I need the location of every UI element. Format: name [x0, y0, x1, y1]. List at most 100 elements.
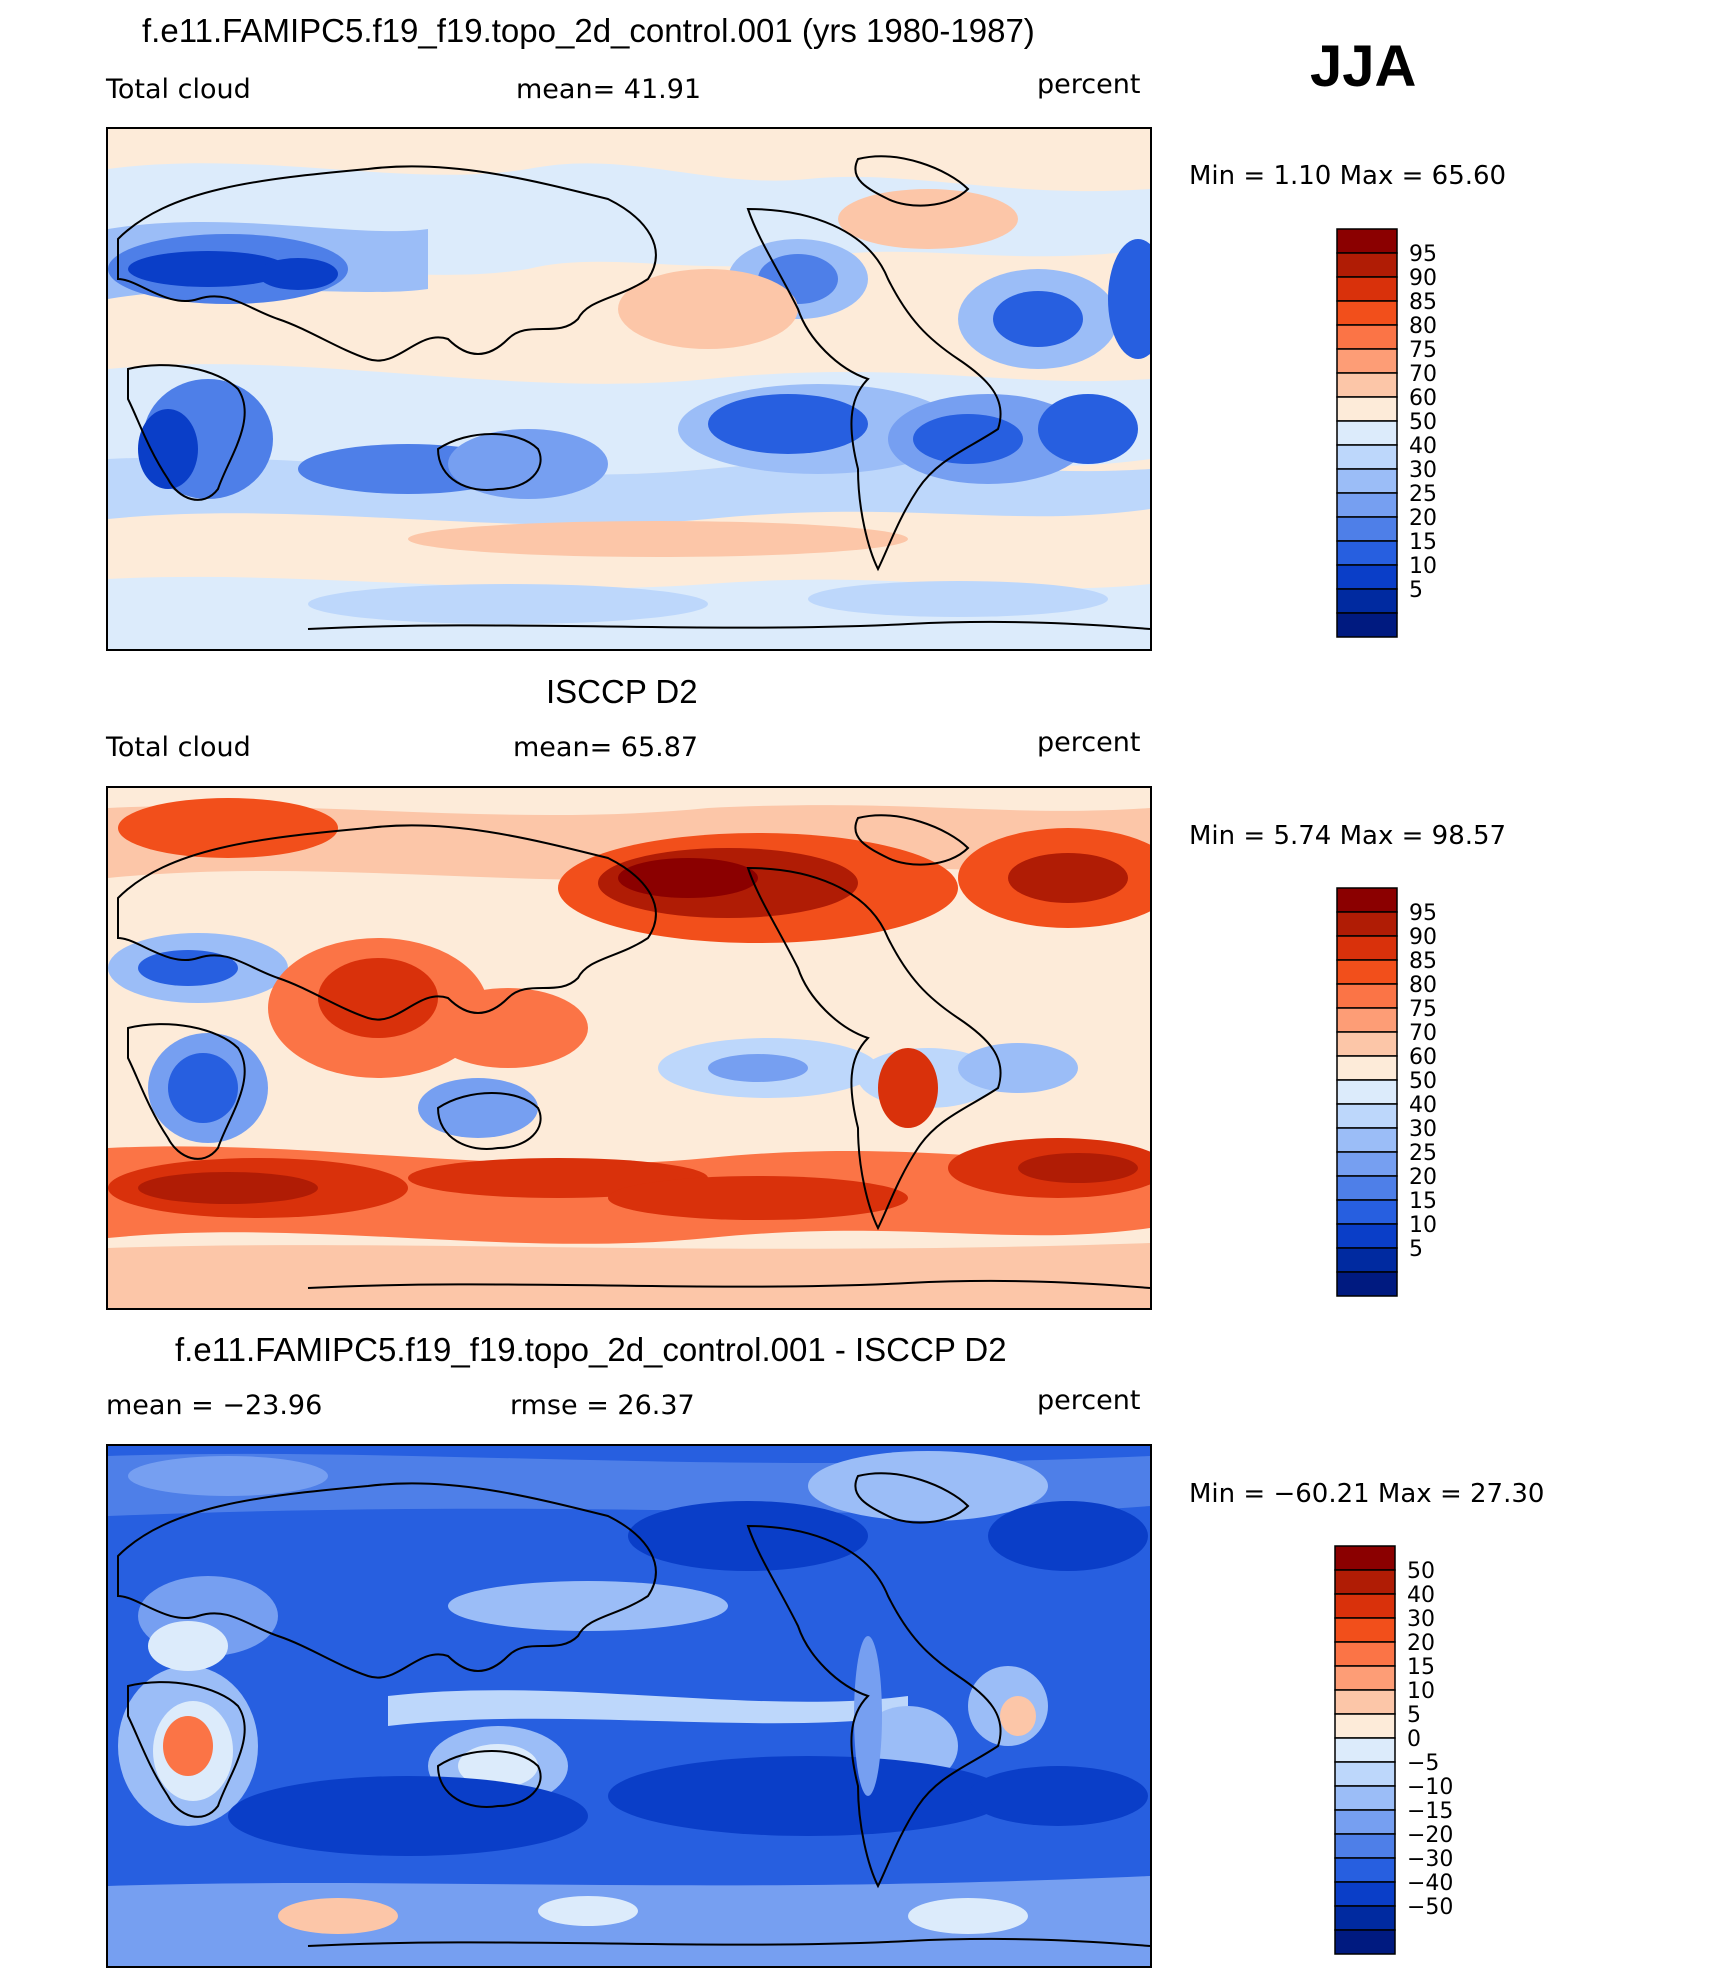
panel2-title: ISCCP D2 [546, 673, 698, 710]
colorbar-tick-label: 85 [1409, 290, 1437, 315]
colorbar-tick-label: 75 [1409, 997, 1437, 1022]
colorbar-swatch [1336, 300, 1398, 326]
panel1-minmax: Min = 1.10 Max = 65.60 [1189, 161, 1507, 191]
colorbar-swatch [1336, 612, 1398, 638]
colorbar-tick-label: 15 [1409, 1189, 1437, 1214]
colorbar-swatch [1336, 468, 1398, 494]
colorbar-swatch [1336, 588, 1398, 614]
colorbar-swatch [1334, 1545, 1396, 1571]
panel2-colorbar: 95 90 85 80 75 70 60 50 40 30 25 20 15 10 5 [1335, 886, 1475, 1301]
colorbar-tick-label: 15 [1407, 1655, 1435, 1680]
colorbar-tick-label: 30 [1409, 458, 1437, 483]
panel3-map [106, 1444, 1152, 1968]
colorbar-swatch [1336, 1175, 1398, 1201]
colorbar-swatch [1334, 1785, 1396, 1811]
colorbar-swatch [1334, 1569, 1396, 1595]
colorbar-swatch [1336, 372, 1398, 398]
cloud-field [108, 163, 1150, 649]
colorbar-swatch [1336, 444, 1398, 470]
panel2-mean: mean= 65.87 [513, 732, 699, 763]
colorbar-swatch [1334, 1833, 1396, 1859]
colorbar-swatch [1334, 1593, 1396, 1619]
colorbar-swatch [1336, 983, 1398, 1009]
colorbar-swatch [1336, 1007, 1398, 1033]
colorbar-swatch [1336, 1199, 1398, 1225]
colorbar-tick-label: 20 [1409, 1165, 1437, 1190]
colorbar-tick-label: 0 [1407, 1727, 1421, 1752]
colorbar-tick-label: 85 [1409, 949, 1437, 974]
colorbar-tick-label: 25 [1409, 1141, 1437, 1166]
colorbar-swatch [1334, 1617, 1396, 1643]
colorbar-swatch [1336, 516, 1398, 542]
colorbar-swatch [1336, 492, 1398, 518]
panel2-units: percent [1037, 727, 1141, 758]
colorbar-tick-label: 50 [1409, 410, 1437, 435]
colorbar-swatch [1334, 1665, 1396, 1691]
colorbar-tick-label: 80 [1409, 314, 1437, 339]
colorbar-tick-label: 80 [1409, 973, 1437, 998]
cloud-field [108, 1451, 1150, 1966]
colorbar-tick-label: 10 [1409, 1213, 1437, 1238]
colorbar-tick-label: 60 [1409, 1045, 1437, 1070]
coastlines [117, 814, 1150, 1289]
season-label: JJA [1310, 34, 1417, 99]
colorbar-tick-label: −50 [1407, 1895, 1453, 1920]
panel2-map [106, 786, 1152, 1310]
colorbar-swatch [1336, 1247, 1398, 1273]
colorbar-tick-label: 60 [1409, 386, 1437, 411]
colorbar-swatch [1336, 1223, 1398, 1249]
colorbar-tick-label: 10 [1409, 554, 1437, 579]
colorbar-tick-label: 95 [1409, 901, 1437, 926]
colorbar-tick-label: 95 [1409, 242, 1437, 267]
colorbar-tick-label: 20 [1407, 1631, 1435, 1656]
colorbar-swatch [1334, 1857, 1396, 1883]
colorbar-swatch [1336, 887, 1398, 913]
panel2-variable: Total cloud [106, 732, 251, 763]
colorbar-swatch [1336, 911, 1398, 937]
colorbar-swatch [1336, 348, 1398, 374]
colorbar-swatch [1334, 1689, 1396, 1715]
colorbar-tick-label: 50 [1407, 1559, 1435, 1584]
colorbar-swatch [1336, 228, 1398, 254]
colorbar-tick-label: 5 [1407, 1703, 1421, 1728]
colorbar-swatch [1334, 1641, 1396, 1667]
colorbar-tick-label: 40 [1409, 1093, 1437, 1118]
colorbar-swatch [1334, 1905, 1396, 1931]
panel1-units: percent [1037, 69, 1141, 100]
colorbar-tick-label: 50 [1409, 1069, 1437, 1094]
colorbar-swatch [1334, 1881, 1396, 1907]
colorbar-tick-label: 75 [1409, 338, 1437, 363]
panel3-title: f.e11.FAMIPC5.f19_f19.topo_2d_control.00… [175, 1331, 1007, 1368]
panel3-mean: mean = −23.96 [106, 1390, 323, 1421]
panel2-minmax: Min = 5.74 Max = 98.57 [1189, 821, 1507, 851]
colorbar-tick-label: −20 [1407, 1823, 1453, 1848]
panel3-minmax: Min = −60.21 Max = 27.30 [1189, 1479, 1545, 1509]
colorbar-swatch [1336, 1151, 1398, 1177]
colorbar-swatch [1336, 959, 1398, 985]
colorbar-swatch [1336, 1079, 1398, 1105]
colorbar-tick-label: −5 [1407, 1751, 1439, 1776]
colorbar-swatch [1336, 324, 1398, 350]
colorbar-swatch [1336, 420, 1398, 446]
colorbar-tick-label: 30 [1407, 1607, 1435, 1632]
colorbar-tick-label: 25 [1409, 482, 1437, 507]
colorbar-swatch [1336, 276, 1398, 302]
colorbar-swatch [1336, 935, 1398, 961]
coastlines [117, 1472, 1150, 1947]
coastlines [117, 155, 1150, 630]
colorbar-swatch [1336, 564, 1398, 590]
panel1-title: f.e11.FAMIPC5.f19_f19.topo_2d_control.00… [142, 12, 1035, 49]
colorbar-swatch [1336, 252, 1398, 278]
panel1-map [106, 127, 1152, 651]
colorbar-tick-label: 10 [1407, 1679, 1435, 1704]
colorbar-tick-label: 90 [1409, 925, 1437, 950]
colorbar-swatch [1334, 1761, 1396, 1787]
panel1-colorbar: 95 90 85 80 75 70 60 50 40 30 25 20 15 10 5 [1335, 227, 1475, 642]
colorbar-tick-label: 40 [1407, 1583, 1435, 1608]
colorbar-swatch [1336, 540, 1398, 566]
colorbar-swatch [1334, 1929, 1396, 1955]
colorbar-tick-label: 40 [1409, 434, 1437, 459]
